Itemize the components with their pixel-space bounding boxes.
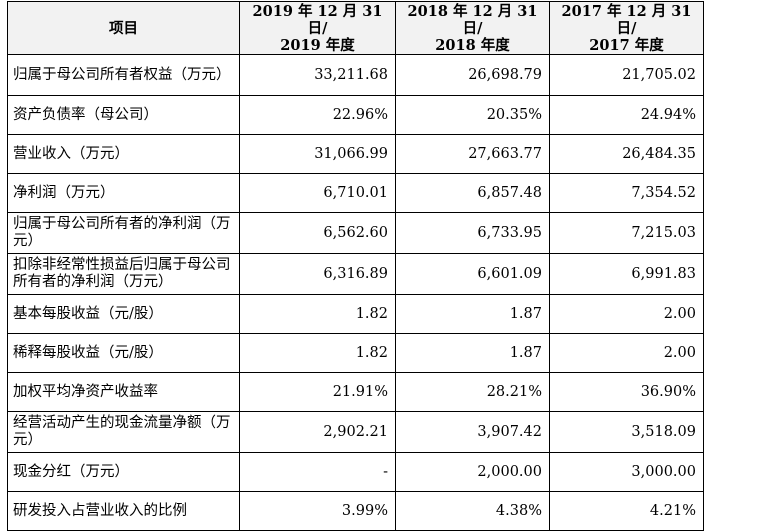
header-2017-year: 2017 年度 (589, 36, 664, 54)
value-2019: 6,710.01 (239, 173, 396, 213)
value-2017: 2.00 (549, 294, 704, 334)
table-row: 扣除非经常性损益后归属于母公司所有者的净利润（万元） 6,316.89 6,601.… (7, 253, 704, 295)
value-2017: 26,484.35 (549, 134, 704, 174)
financial-summary-table: 项目 2019 年 12 月 31 日/ 2019 年度 2018 年 12 月… (7, 1, 704, 531)
header-2019: 2019 年 12 月 31 日/ 2019 年度 (239, 1, 396, 55)
value-2019: 3.99% (239, 491, 396, 531)
value-2018: 1.87 (395, 333, 550, 373)
table-row: 研发投入占营业收入的比例 3.99% 4.38% 4.21% (7, 491, 704, 531)
row-label: 现金分红（万元） (7, 452, 240, 492)
row-label: 营业收入（万元） (7, 134, 240, 174)
value-2017: 7,354.52 (549, 173, 704, 213)
value-2019: 6,562.60 (239, 212, 396, 254)
table-row: 稀释每股收益（元/股） 1.82 1.87 2.00 (7, 333, 704, 373)
row-label: 归属于母公司所有者权益（万元） (7, 54, 240, 96)
table-row: 加权平均净资产收益率 21.91% 28.21% 36.90% (7, 372, 704, 412)
table-row: 归属于母公司所有者权益（万元） 33,211.68 26,698.79 21,705.… (7, 54, 704, 96)
value-2019: 6,316.89 (239, 253, 396, 295)
table-row: 资产负债率（母公司） 22.96% 20.35% 24.94% (7, 95, 704, 135)
table-header-row: 项目 2019 年 12 月 31 日/ 2019 年度 2018 年 12 月… (7, 1, 704, 55)
row-label: 基本每股收益（元/股） (7, 294, 240, 334)
row-label: 净利润（万元） (7, 173, 240, 213)
value-2018: 20.35% (395, 95, 550, 135)
header-2018-year: 2018 年度 (435, 36, 510, 54)
header-2018-date: 2018 年 12 月 31 日/ (407, 2, 538, 37)
value-2018: 6,857.48 (395, 173, 550, 213)
value-2017: 4.21% (549, 491, 704, 531)
row-label: 资产负债率（母公司） (7, 95, 240, 135)
header-2017: 2017 年 12 月 31 日/ 2017 年度 (549, 1, 704, 55)
table-row: 净利润（万元） 6,710.01 6,857.48 7,354.52 (7, 173, 704, 213)
row-label: 加权平均净资产收益率 (7, 372, 240, 412)
row-label: 扣除非经常性损益后归属于母公司所有者的净利润（万元） (7, 253, 240, 295)
table-row: 基本每股收益（元/股） 1.82 1.87 2.00 (7, 294, 704, 334)
value-2018: 6,601.09 (395, 253, 550, 295)
table-row: 经营活动产生的现金流量净额（万元） 2,902.21 3,907.42 3,518.0… (7, 411, 704, 453)
value-2019: 22.96% (239, 95, 396, 135)
header-2019-date: 2019 年 12 月 31 日/ (252, 2, 383, 37)
value-2018: 26,698.79 (395, 54, 550, 96)
value-2018: 1.87 (395, 294, 550, 334)
value-2019: 21.91% (239, 372, 396, 412)
value-2018: 2,000.00 (395, 452, 550, 492)
value-2019: 2,902.21 (239, 411, 396, 453)
table-body: 归属于母公司所有者权益（万元） 33,211.68 26,698.79 21,705.… (7, 54, 704, 531)
value-2018: 4.38% (395, 491, 550, 531)
value-2018: 28.21% (395, 372, 550, 412)
row-label: 研发投入占营业收入的比例 (7, 491, 240, 531)
value-2019: 1.82 (239, 294, 396, 334)
table-row: 归属于母公司所有者的净利润（万元） 6,562.60 6,733.95 7,215.0… (7, 212, 704, 254)
value-2017: 3,000.00 (549, 452, 704, 492)
value-2017: 24.94% (549, 95, 704, 135)
value-2018: 6,733.95 (395, 212, 550, 254)
header-item: 项目 (7, 1, 240, 55)
value-2017: 21,705.02 (549, 54, 704, 96)
row-label: 稀释每股收益（元/股） (7, 333, 240, 373)
value-2017: 7,215.03 (549, 212, 704, 254)
value-2017: 2.00 (549, 333, 704, 373)
row-label: 经营活动产生的现金流量净额（万元） (7, 411, 240, 453)
header-2017-date: 2017 年 12 月 31 日/ (561, 2, 692, 37)
value-2019: 1.82 (239, 333, 396, 373)
value-2019: 31,066.99 (239, 134, 396, 174)
value-2019: - (239, 452, 396, 492)
value-2019: 33,211.68 (239, 54, 396, 96)
header-2018: 2018 年 12 月 31 日/ 2018 年度 (395, 1, 550, 55)
value-2018: 3,907.42 (395, 411, 550, 453)
table-row: 营业收入（万元） 31,066.99 27,663.77 26,484.35 (7, 134, 704, 174)
value-2017: 36.90% (549, 372, 704, 412)
header-2019-year: 2019 年度 (280, 36, 355, 54)
financial-summary-table-container: 项目 2019 年 12 月 31 日/ 2019 年度 2018 年 12 月… (7, 1, 704, 531)
table-row: 现金分红（万元） -2,000.00 3,000.00 (7, 452, 704, 492)
value-2018: 27,663.77 (395, 134, 550, 174)
row-label: 归属于母公司所有者的净利润（万元） (7, 212, 240, 254)
value-2017: 6,991.83 (549, 253, 704, 295)
value-2017: 3,518.09 (549, 411, 704, 453)
